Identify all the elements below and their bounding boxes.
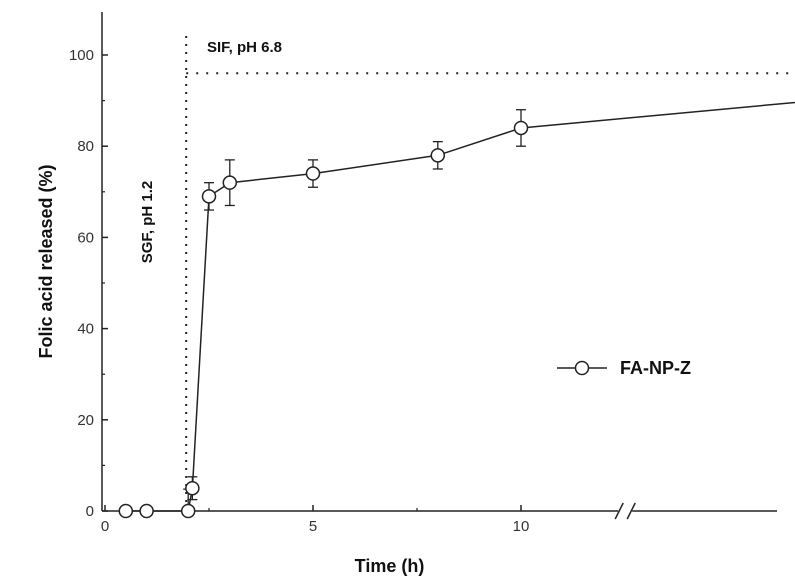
sif-label: SIF, pH 6.8 <box>207 39 282 56</box>
y-axis-title: Folic acid released (%) <box>36 164 56 358</box>
legend-marker <box>574 360 590 376</box>
x-axis-title: Time (h) <box>355 556 425 576</box>
y-tick-label: 20 <box>77 412 94 429</box>
y-tick-label: 0 <box>86 503 94 520</box>
data-point <box>180 503 196 519</box>
data-point <box>185 480 200 496</box>
data-point <box>305 166 321 181</box>
legend-label: FA-NP-Z <box>620 358 691 378</box>
data-series <box>118 101 795 519</box>
data-point <box>201 189 217 204</box>
data-point <box>139 503 154 519</box>
y-tick-label: 100 <box>69 47 94 64</box>
sgf-label: SGF, pH 1.2 <box>139 181 156 264</box>
axes: 02040608010005102025Time (h)Folic acid r… <box>36 12 777 576</box>
x-tick-label: 5 <box>309 518 317 535</box>
data-point <box>222 175 238 190</box>
data-point <box>513 120 529 136</box>
data-point <box>118 503 134 519</box>
y-tick-label: 60 <box>77 229 94 246</box>
axis-break-mark <box>614 502 624 520</box>
y-tick-label: 40 <box>77 321 94 338</box>
x-tick-label: 0 <box>101 518 109 535</box>
x-tick-label: 10 <box>513 518 530 535</box>
phase-annotations: SIF, pH 6.8 SGF, pH 1.2 <box>139 36 795 511</box>
axis-break-mark <box>626 502 636 520</box>
y-tick-label: 80 <box>77 138 94 155</box>
series-line <box>125 101 795 512</box>
data-point <box>430 148 446 163</box>
legend: FA-NP-Z <box>557 358 691 378</box>
